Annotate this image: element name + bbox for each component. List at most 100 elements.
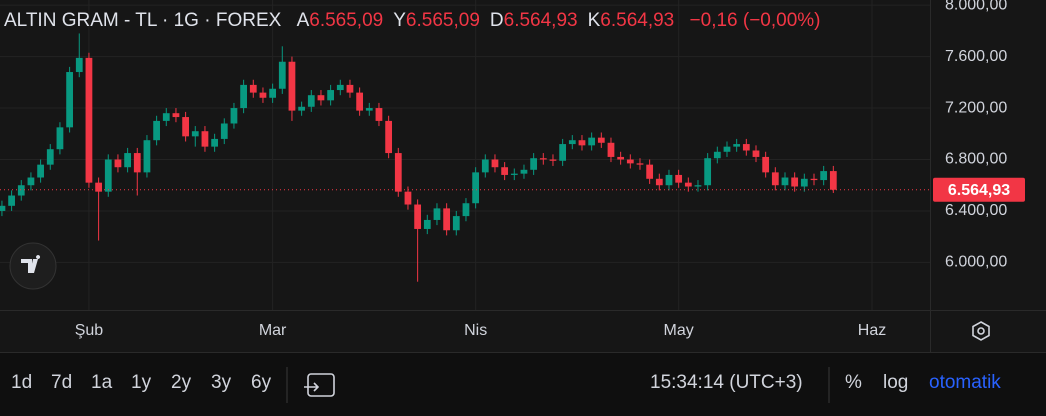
candle-body xyxy=(249,84,257,93)
range-button[interactable]: 2y xyxy=(171,372,192,393)
compare-icon[interactable] xyxy=(286,365,346,405)
candle-body xyxy=(278,61,286,89)
candle-body xyxy=(375,108,383,121)
candle-body xyxy=(617,156,625,160)
ohlc-key: A xyxy=(296,10,310,31)
clock[interactable]: 15:34:14 (UTC+3) xyxy=(650,372,803,393)
candle-body xyxy=(539,158,547,160)
candle-body xyxy=(433,208,441,220)
candle-body xyxy=(298,106,306,111)
candle-body xyxy=(346,84,354,93)
candle-body xyxy=(153,120,160,141)
symbol-title: ALTIN GRAM - TL · 1G · FOREX xyxy=(4,10,282,31)
log-toggle[interactable]: log xyxy=(883,372,909,393)
header: ALTIN GRAM - TL · 1G · FOREX A 6.565,09 Y 6… xyxy=(4,10,821,32)
candle-body xyxy=(56,127,64,150)
range-button[interactable]: 1a xyxy=(91,372,113,393)
candle-body xyxy=(114,159,122,168)
candle-body xyxy=(211,138,218,147)
candle-body xyxy=(327,90,335,101)
range-button[interactable]: 6y xyxy=(251,372,272,393)
settings-hex xyxy=(972,321,990,341)
logo[interactable] xyxy=(9,242,57,290)
candle-body xyxy=(85,57,93,183)
candle-body xyxy=(66,72,73,128)
candle-body xyxy=(510,173,518,175)
candle-body xyxy=(191,131,199,137)
candle-body xyxy=(800,178,808,187)
candle-body xyxy=(133,153,141,173)
last-price-label: 6.564,93 xyxy=(948,182,1010,199)
y-tick-label: 6.800,00 xyxy=(945,151,1007,168)
candle-body xyxy=(220,123,228,139)
candle-body xyxy=(481,159,489,173)
ohlc-key: Y xyxy=(393,10,406,31)
x-tick-label: Haz xyxy=(858,322,886,339)
range-button[interactable]: 7d xyxy=(51,372,73,393)
candle-body xyxy=(491,159,499,168)
candle-body xyxy=(0,205,6,211)
ohlc-value: 6.564,93 xyxy=(503,10,578,31)
grid xyxy=(0,0,930,310)
candle-body xyxy=(520,169,528,174)
candle-body xyxy=(462,203,470,217)
candle-body xyxy=(675,174,683,183)
candle-body xyxy=(752,150,760,157)
candle-body xyxy=(172,113,180,118)
x-tick-label: Mar xyxy=(259,322,287,339)
candles xyxy=(0,33,930,282)
settings-dot xyxy=(977,327,985,335)
candle-body xyxy=(143,140,151,173)
candle-body xyxy=(259,92,267,98)
ohlc-value: 6.565,09 xyxy=(405,10,480,31)
candle-body xyxy=(182,117,189,137)
change: −0,16 (−0,00%) xyxy=(689,10,821,31)
range-button[interactable]: 3y xyxy=(211,372,232,393)
candle-body xyxy=(356,92,364,111)
auto-toggle[interactable]: otomatik xyxy=(929,372,1001,393)
candle-body xyxy=(626,159,634,164)
range-button[interactable]: 1d xyxy=(11,372,33,393)
candle-body xyxy=(95,182,102,192)
candle-body xyxy=(240,84,248,109)
settings-icon[interactable] xyxy=(972,321,990,341)
candle-body xyxy=(501,167,509,175)
candle-body xyxy=(578,140,586,146)
y-tick-label: 7.200,00 xyxy=(945,99,1007,116)
compare-box xyxy=(307,373,335,397)
candle-body xyxy=(394,153,402,192)
candle-body xyxy=(771,172,779,186)
candle-body xyxy=(742,144,750,151)
x-tick-label: Şub xyxy=(75,322,104,339)
candle-body xyxy=(452,216,460,231)
candle-body xyxy=(336,84,344,91)
candle-body xyxy=(414,204,422,229)
candle-body xyxy=(559,144,567,161)
candle-body xyxy=(307,95,315,107)
candle-body xyxy=(684,182,692,187)
candle-body xyxy=(588,137,596,146)
candle-body xyxy=(104,159,112,192)
candle-body xyxy=(723,146,731,152)
ohlc-key: K xyxy=(587,10,601,31)
candle-body xyxy=(636,163,644,165)
candle-body xyxy=(549,159,557,161)
chart-background xyxy=(0,0,1046,352)
candle-body xyxy=(8,195,15,206)
range-button[interactable]: 1y xyxy=(131,372,152,393)
candle-body xyxy=(230,108,238,124)
candle-body xyxy=(317,95,325,101)
candle-body xyxy=(781,177,789,186)
toolbar: 1d 7d 1a 1y 2y 3y 6y 15:34:14 (UTC+3) % log ot… xyxy=(0,352,1046,416)
candle-body xyxy=(365,108,373,111)
chart: 6.000,00 6.400,00 6.800,00 7.200,00 7.600,00… xyxy=(0,0,1046,352)
candle-body xyxy=(733,144,741,147)
ohlc-key: D xyxy=(489,10,504,31)
candle-body xyxy=(423,219,431,229)
ohlc-values: A6.565,09 Y6.565,09 D6.564,93 K6.564,93 xyxy=(287,10,675,31)
percent-toggle[interactable]: % xyxy=(845,372,862,393)
x-tick-label: May xyxy=(664,322,694,339)
candle-body xyxy=(385,120,393,154)
last-price-box xyxy=(933,177,1025,202)
